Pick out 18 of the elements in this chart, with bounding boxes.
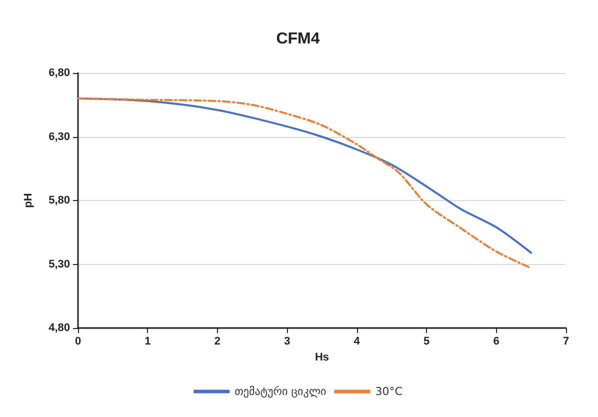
x-tick-label: 5 <box>424 336 430 348</box>
x-tick-label: 3 <box>284 336 290 348</box>
y-axis-title: pH <box>22 193 34 208</box>
y-tick-label: 5,30 <box>48 258 70 270</box>
x-axis-title: Hs <box>314 352 330 364</box>
y-tick-label: 6,30 <box>48 130 70 143</box>
legend-label: 30°C <box>375 385 403 398</box>
chart-title: CFM4 <box>276 30 320 48</box>
x-tick-label: 2 <box>214 336 220 348</box>
legend-label: თემატური ციკლი <box>234 385 327 398</box>
x-tick-label: 0 <box>74 336 82 348</box>
x-tick-label: 7 <box>562 336 570 348</box>
x-tick-label: 6 <box>493 336 500 348</box>
y-tick-label: 6,80 <box>48 67 70 79</box>
y-tick-label: 5,80 <box>48 194 70 206</box>
x-tick-label: 1 <box>144 336 151 348</box>
x-tick-label: 4 <box>354 336 361 348</box>
y-tick-label: 4,80 <box>48 322 70 334</box>
